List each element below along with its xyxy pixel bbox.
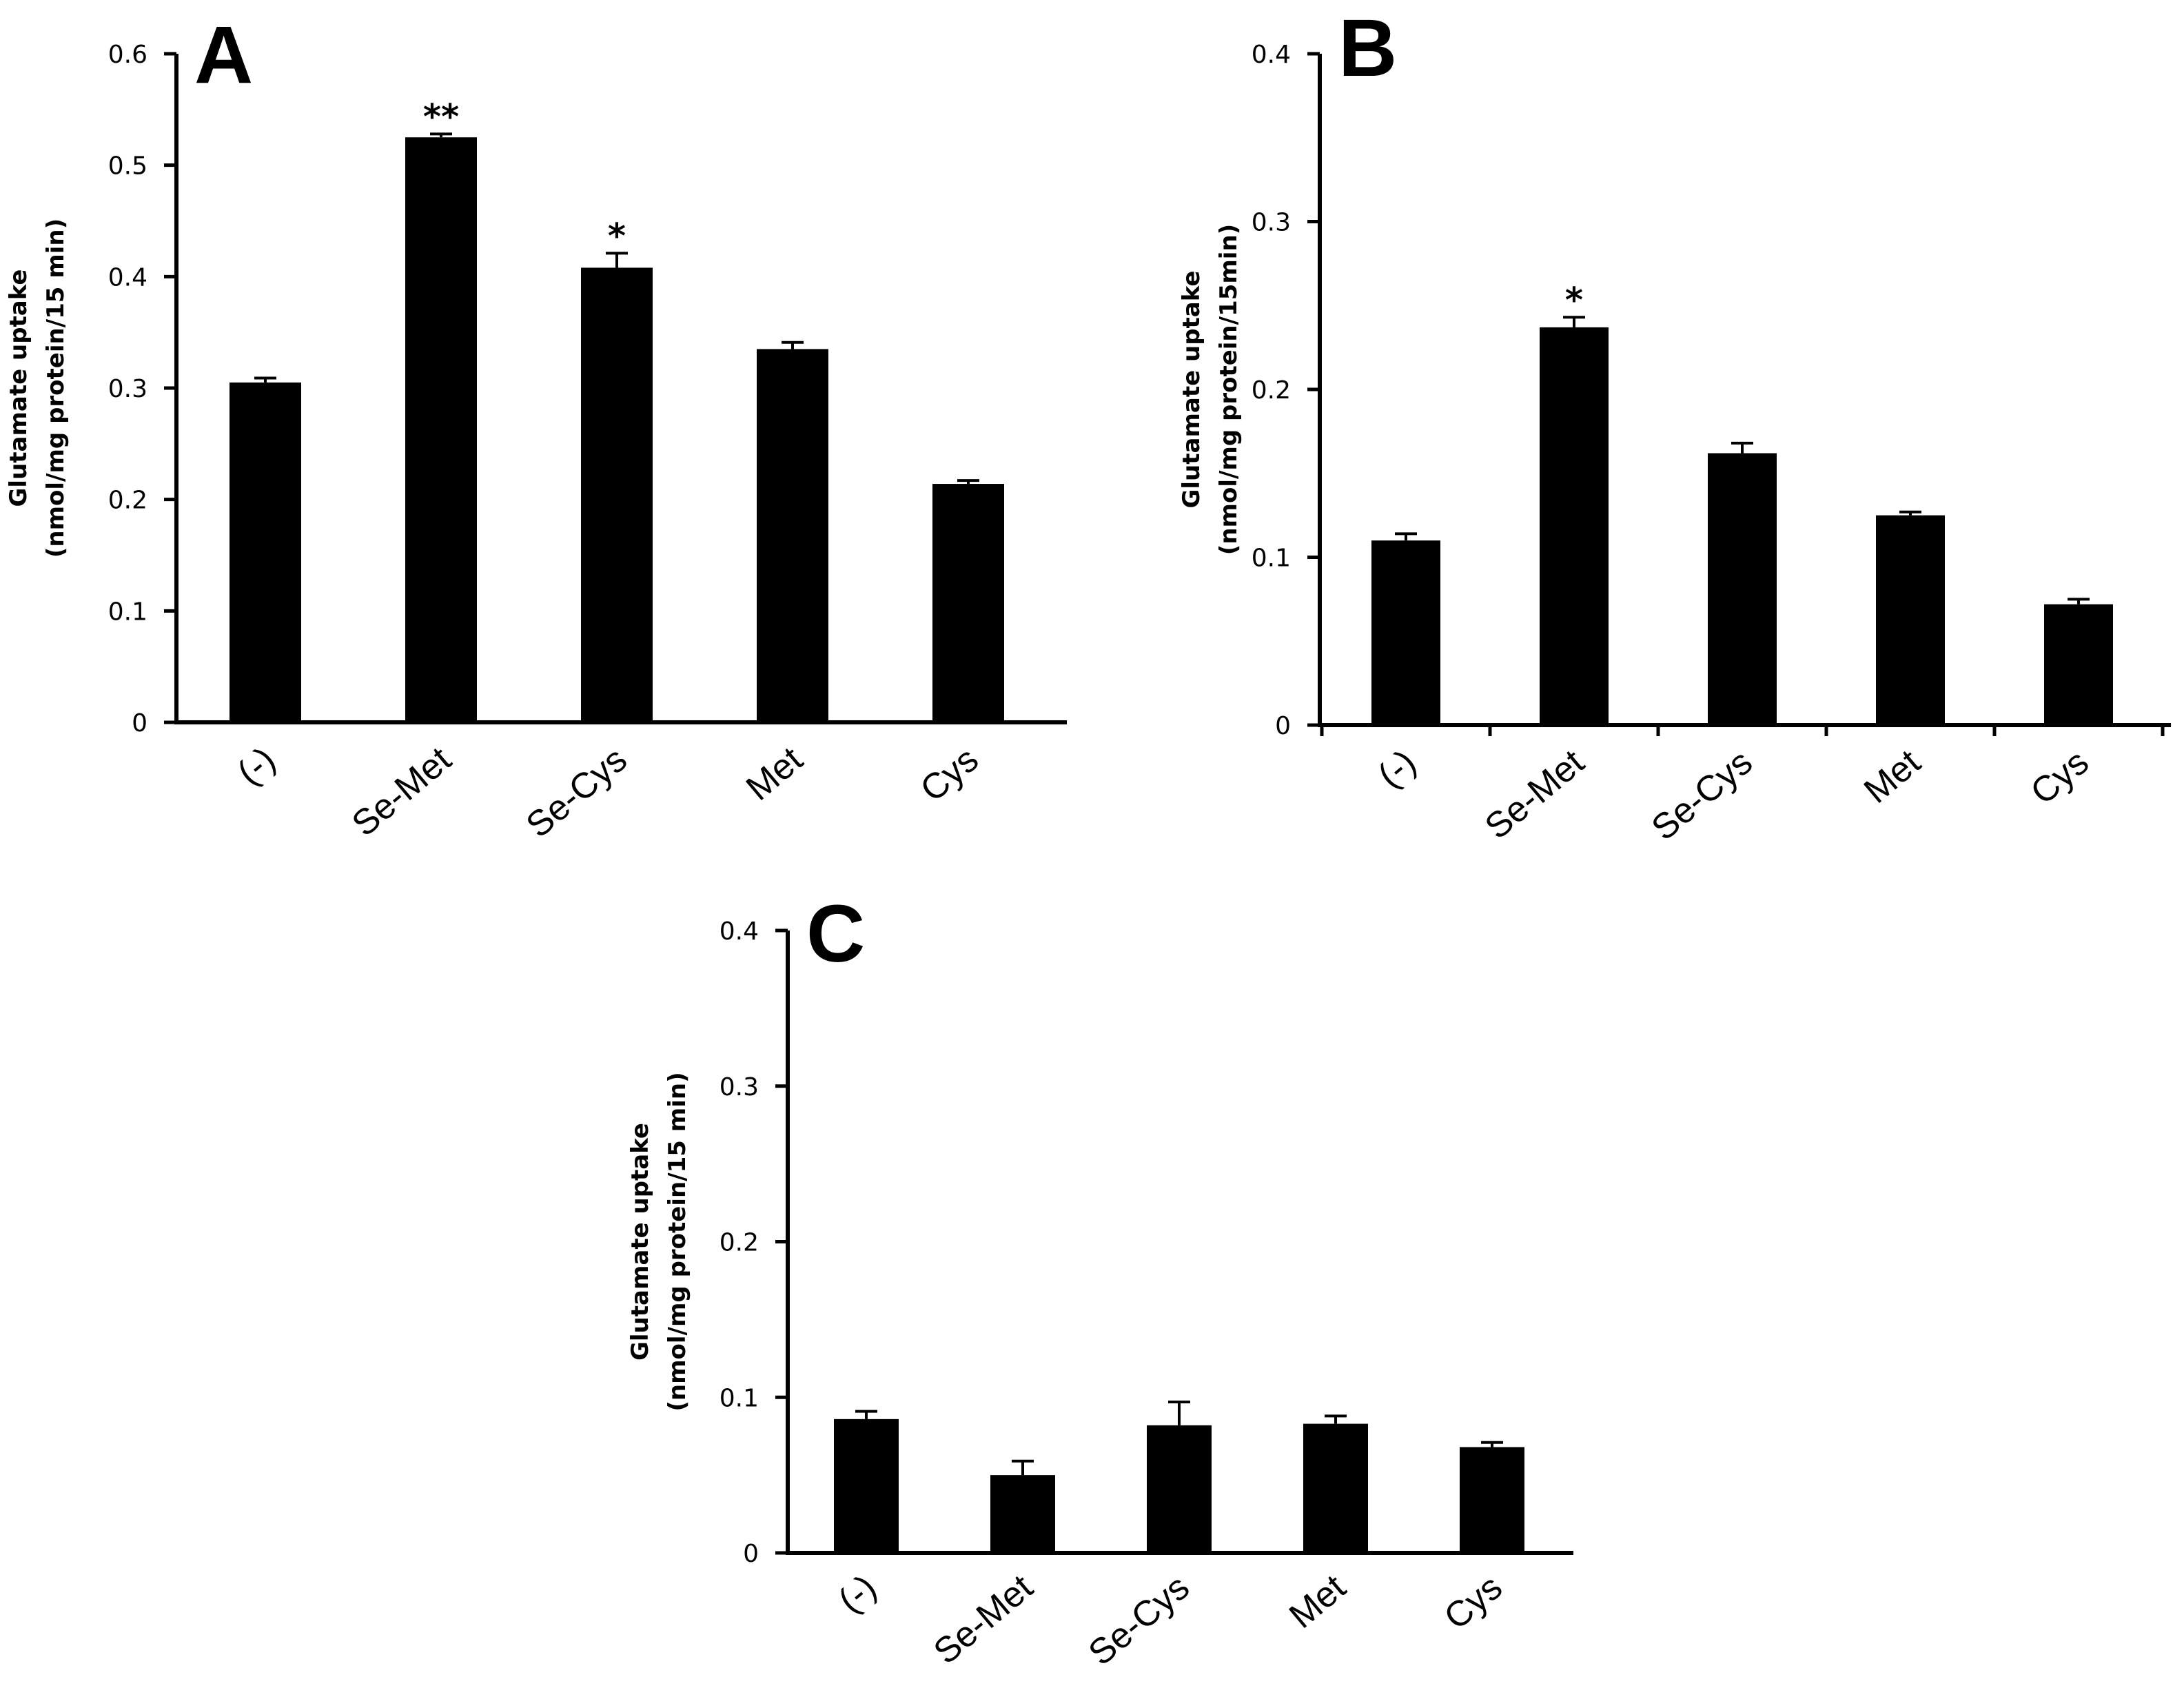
category-label: Cys bbox=[1437, 1567, 1510, 1638]
category-label: Se-Met bbox=[1478, 742, 1592, 847]
bar bbox=[1303, 1423, 1368, 1553]
bar bbox=[1540, 327, 1609, 725]
bar bbox=[1708, 453, 1777, 725]
y-axis-title-line2: (nmol/mg protein/15 min) bbox=[664, 1072, 691, 1411]
panel-letter: A bbox=[194, 10, 253, 101]
bar bbox=[834, 1418, 899, 1553]
bar bbox=[757, 349, 828, 723]
bar bbox=[1460, 1447, 1524, 1553]
y-axis-title-line2: (nmol/mg protein/15min) bbox=[1215, 224, 1243, 555]
category-label: Se-Cys bbox=[519, 740, 635, 846]
panel-c: 0 0.1 0.2 0.3 0.4 Glutamate uptake (nmol/mg pr… bbox=[626, 888, 1573, 1674]
category-label: (-) bbox=[831, 1567, 884, 1621]
panel-letter: C bbox=[806, 888, 865, 979]
category-label: Met bbox=[739, 739, 810, 809]
bar bbox=[229, 382, 301, 722]
category-label: Se-Met bbox=[926, 1567, 1041, 1672]
category-label: Se-Cys bbox=[1081, 1567, 1197, 1674]
bar bbox=[1876, 515, 1945, 725]
panel-letter: B bbox=[1338, 3, 1397, 94]
y-axis-title-line1: Glutamate uptake bbox=[1178, 271, 1205, 509]
y-tick-label: 0.3 bbox=[1252, 209, 1291, 237]
significance-marker: ** bbox=[423, 96, 459, 136]
y-tick-label: 0.2 bbox=[1252, 376, 1291, 405]
panel-a: 0 0.1 0.2 0.3 0.4 0.5 0.6 Glutamate uptake (nmol… bbox=[5, 10, 1067, 846]
y-tick-label: 0.6 bbox=[108, 41, 147, 69]
significance-marker: * bbox=[608, 216, 626, 256]
y-tick-label: 0.3 bbox=[720, 1073, 759, 1101]
category-label: Met bbox=[1857, 742, 1928, 811]
category-label: Met bbox=[1282, 1567, 1354, 1636]
bar bbox=[1147, 1425, 1212, 1553]
y-tick-label: 0.1 bbox=[720, 1384, 759, 1412]
bar bbox=[990, 1475, 1055, 1553]
y-tick-label: 0.4 bbox=[108, 263, 147, 292]
y-tick-label: 0.2 bbox=[720, 1229, 759, 1257]
y-tick-label: 0 bbox=[743, 1540, 759, 1568]
y-tick-label: 0.1 bbox=[1252, 545, 1291, 573]
bar bbox=[405, 137, 477, 722]
category-label: (-) bbox=[1371, 742, 1424, 796]
category-label: Cys bbox=[2023, 742, 2096, 813]
y-tick-label: 0 bbox=[1275, 712, 1291, 740]
bar bbox=[1371, 540, 1440, 725]
y-tick-label: 0.4 bbox=[1252, 41, 1291, 69]
category-label: Se-Met bbox=[345, 739, 459, 844]
y-tick-label: 0.3 bbox=[108, 375, 147, 403]
significance-marker: * bbox=[1565, 280, 1583, 320]
y-axis-title-line1: Glutamate uptake bbox=[626, 1123, 654, 1361]
y-tick-label: 0 bbox=[132, 709, 147, 738]
y-axis-title-line1: Glutamate uptake bbox=[5, 270, 32, 507]
y-tick-label: 0.1 bbox=[108, 598, 147, 626]
y-tick-label: 0.4 bbox=[720, 917, 759, 946]
category-label: Cys bbox=[913, 740, 986, 810]
bar bbox=[2044, 604, 2113, 725]
y-tick-label: 0.5 bbox=[108, 152, 147, 181]
category-label: Se-Cys bbox=[1644, 742, 1760, 848]
bar bbox=[581, 267, 653, 722]
category-label: (-) bbox=[230, 740, 283, 793]
panel-b: 0 0.1 0.2 0.3 0.4 Glutamate uptake (nmol/mg pr… bbox=[1178, 3, 2171, 848]
y-tick-label: 0.2 bbox=[108, 487, 147, 515]
y-axis-title-line2: (nmol/mg protein/15 min) bbox=[42, 218, 70, 558]
bar bbox=[932, 484, 1004, 722]
